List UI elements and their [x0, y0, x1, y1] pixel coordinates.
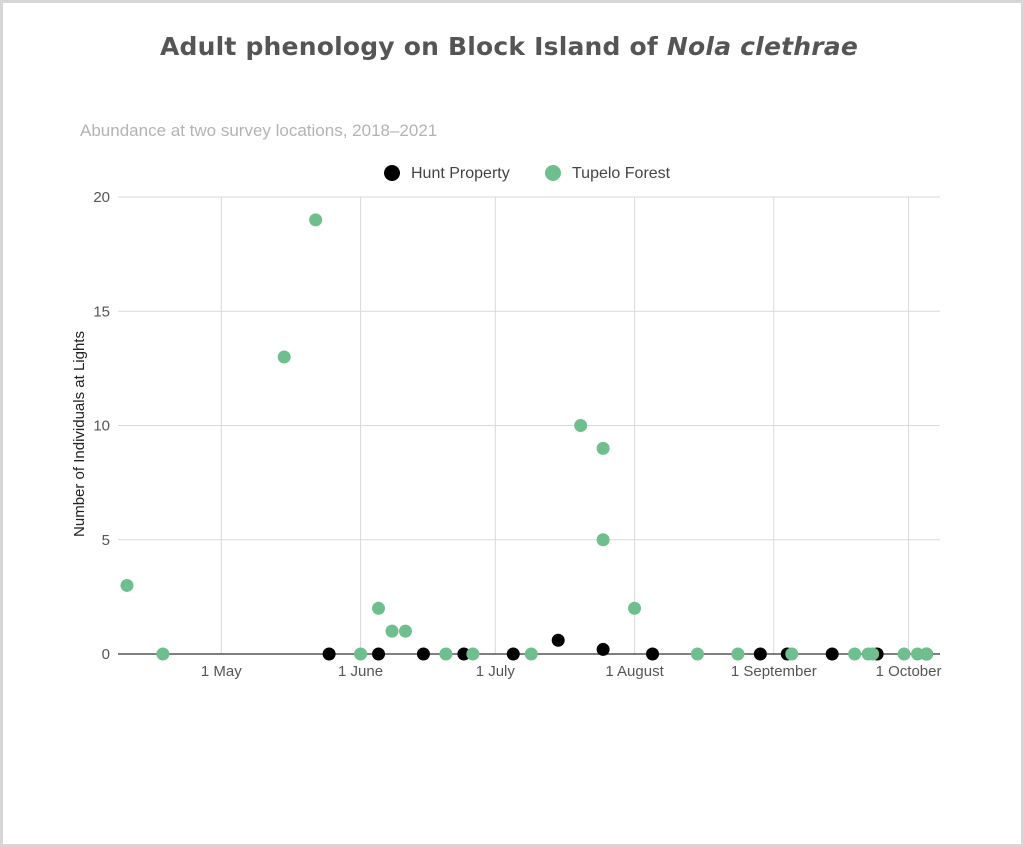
- x-tick-label: 1 June: [338, 663, 383, 680]
- data-point: [439, 647, 453, 661]
- data-point: [277, 350, 291, 364]
- data-point: [848, 647, 862, 661]
- grid-lines: [118, 196, 940, 655]
- x-tick-label: 1 October: [876, 663, 942, 680]
- data-point: [309, 213, 323, 227]
- x-axis-ticks: 1 May 1 June 1 July 1 August 1 September 1 Oc…: [201, 663, 942, 680]
- chart-title: Adult phenology on Block Island of Nola …: [0, 32, 1018, 61]
- legend-marker: [545, 165, 561, 181]
- data-point: [596, 642, 610, 656]
- y-axis-label: Number of Individuals at Lights: [71, 331, 88, 537]
- data-point: [416, 647, 430, 661]
- data-point: [628, 601, 642, 615]
- data-point: [646, 647, 660, 661]
- data-point: [785, 647, 799, 661]
- legend-label: Tupelo Forest: [572, 165, 671, 182]
- data-point: [920, 647, 934, 661]
- data-point: [506, 647, 520, 661]
- legend: Hunt Property Tupelo Forest: [384, 165, 671, 182]
- data-point: [690, 647, 704, 661]
- data-point: [466, 647, 480, 661]
- data-points: [120, 213, 934, 661]
- data-point: [596, 533, 610, 547]
- data-point: [574, 419, 588, 432]
- chart-title-text: Adult phenology on Block Island of: [159, 32, 667, 61]
- data-point: [385, 624, 399, 638]
- y-tick-label: 5: [102, 532, 110, 549]
- y-axis-ticks: 0 5 10 15 20: [93, 189, 110, 663]
- y-tick-label: 10: [93, 418, 110, 435]
- data-point: [731, 647, 745, 661]
- data-point: [372, 647, 386, 661]
- data-point: [753, 647, 767, 661]
- data-point: [524, 647, 538, 661]
- y-tick-label: 15: [93, 303, 110, 320]
- x-tick-label: 1 August: [605, 663, 664, 680]
- data-point: [911, 647, 925, 661]
- data-point: [457, 647, 471, 661]
- data-point: [596, 441, 610, 455]
- x-tick-label: 1 September: [731, 663, 817, 680]
- data-point: [551, 633, 565, 647]
- data-point: [120, 578, 134, 592]
- x-tick-label: 1 July: [476, 663, 516, 680]
- chart-subtitle: Abundance at two survey locations, 2018–…: [80, 121, 437, 140]
- data-point: [825, 647, 839, 661]
- data-point: [866, 647, 880, 661]
- y-tick-label: 20: [93, 189, 110, 206]
- species-name: Nola clethrae: [666, 32, 859, 61]
- data-point: [897, 647, 911, 661]
- data-point: [156, 647, 170, 661]
- data-point: [372, 601, 386, 615]
- legend-label: Hunt Property: [411, 165, 510, 182]
- data-point: [322, 647, 336, 661]
- y-tick-label: 0: [102, 646, 110, 663]
- x-tick-label: 1 May: [201, 663, 242, 680]
- legend-marker: [384, 165, 400, 181]
- data-point: [354, 647, 368, 661]
- data-point: [398, 624, 412, 638]
